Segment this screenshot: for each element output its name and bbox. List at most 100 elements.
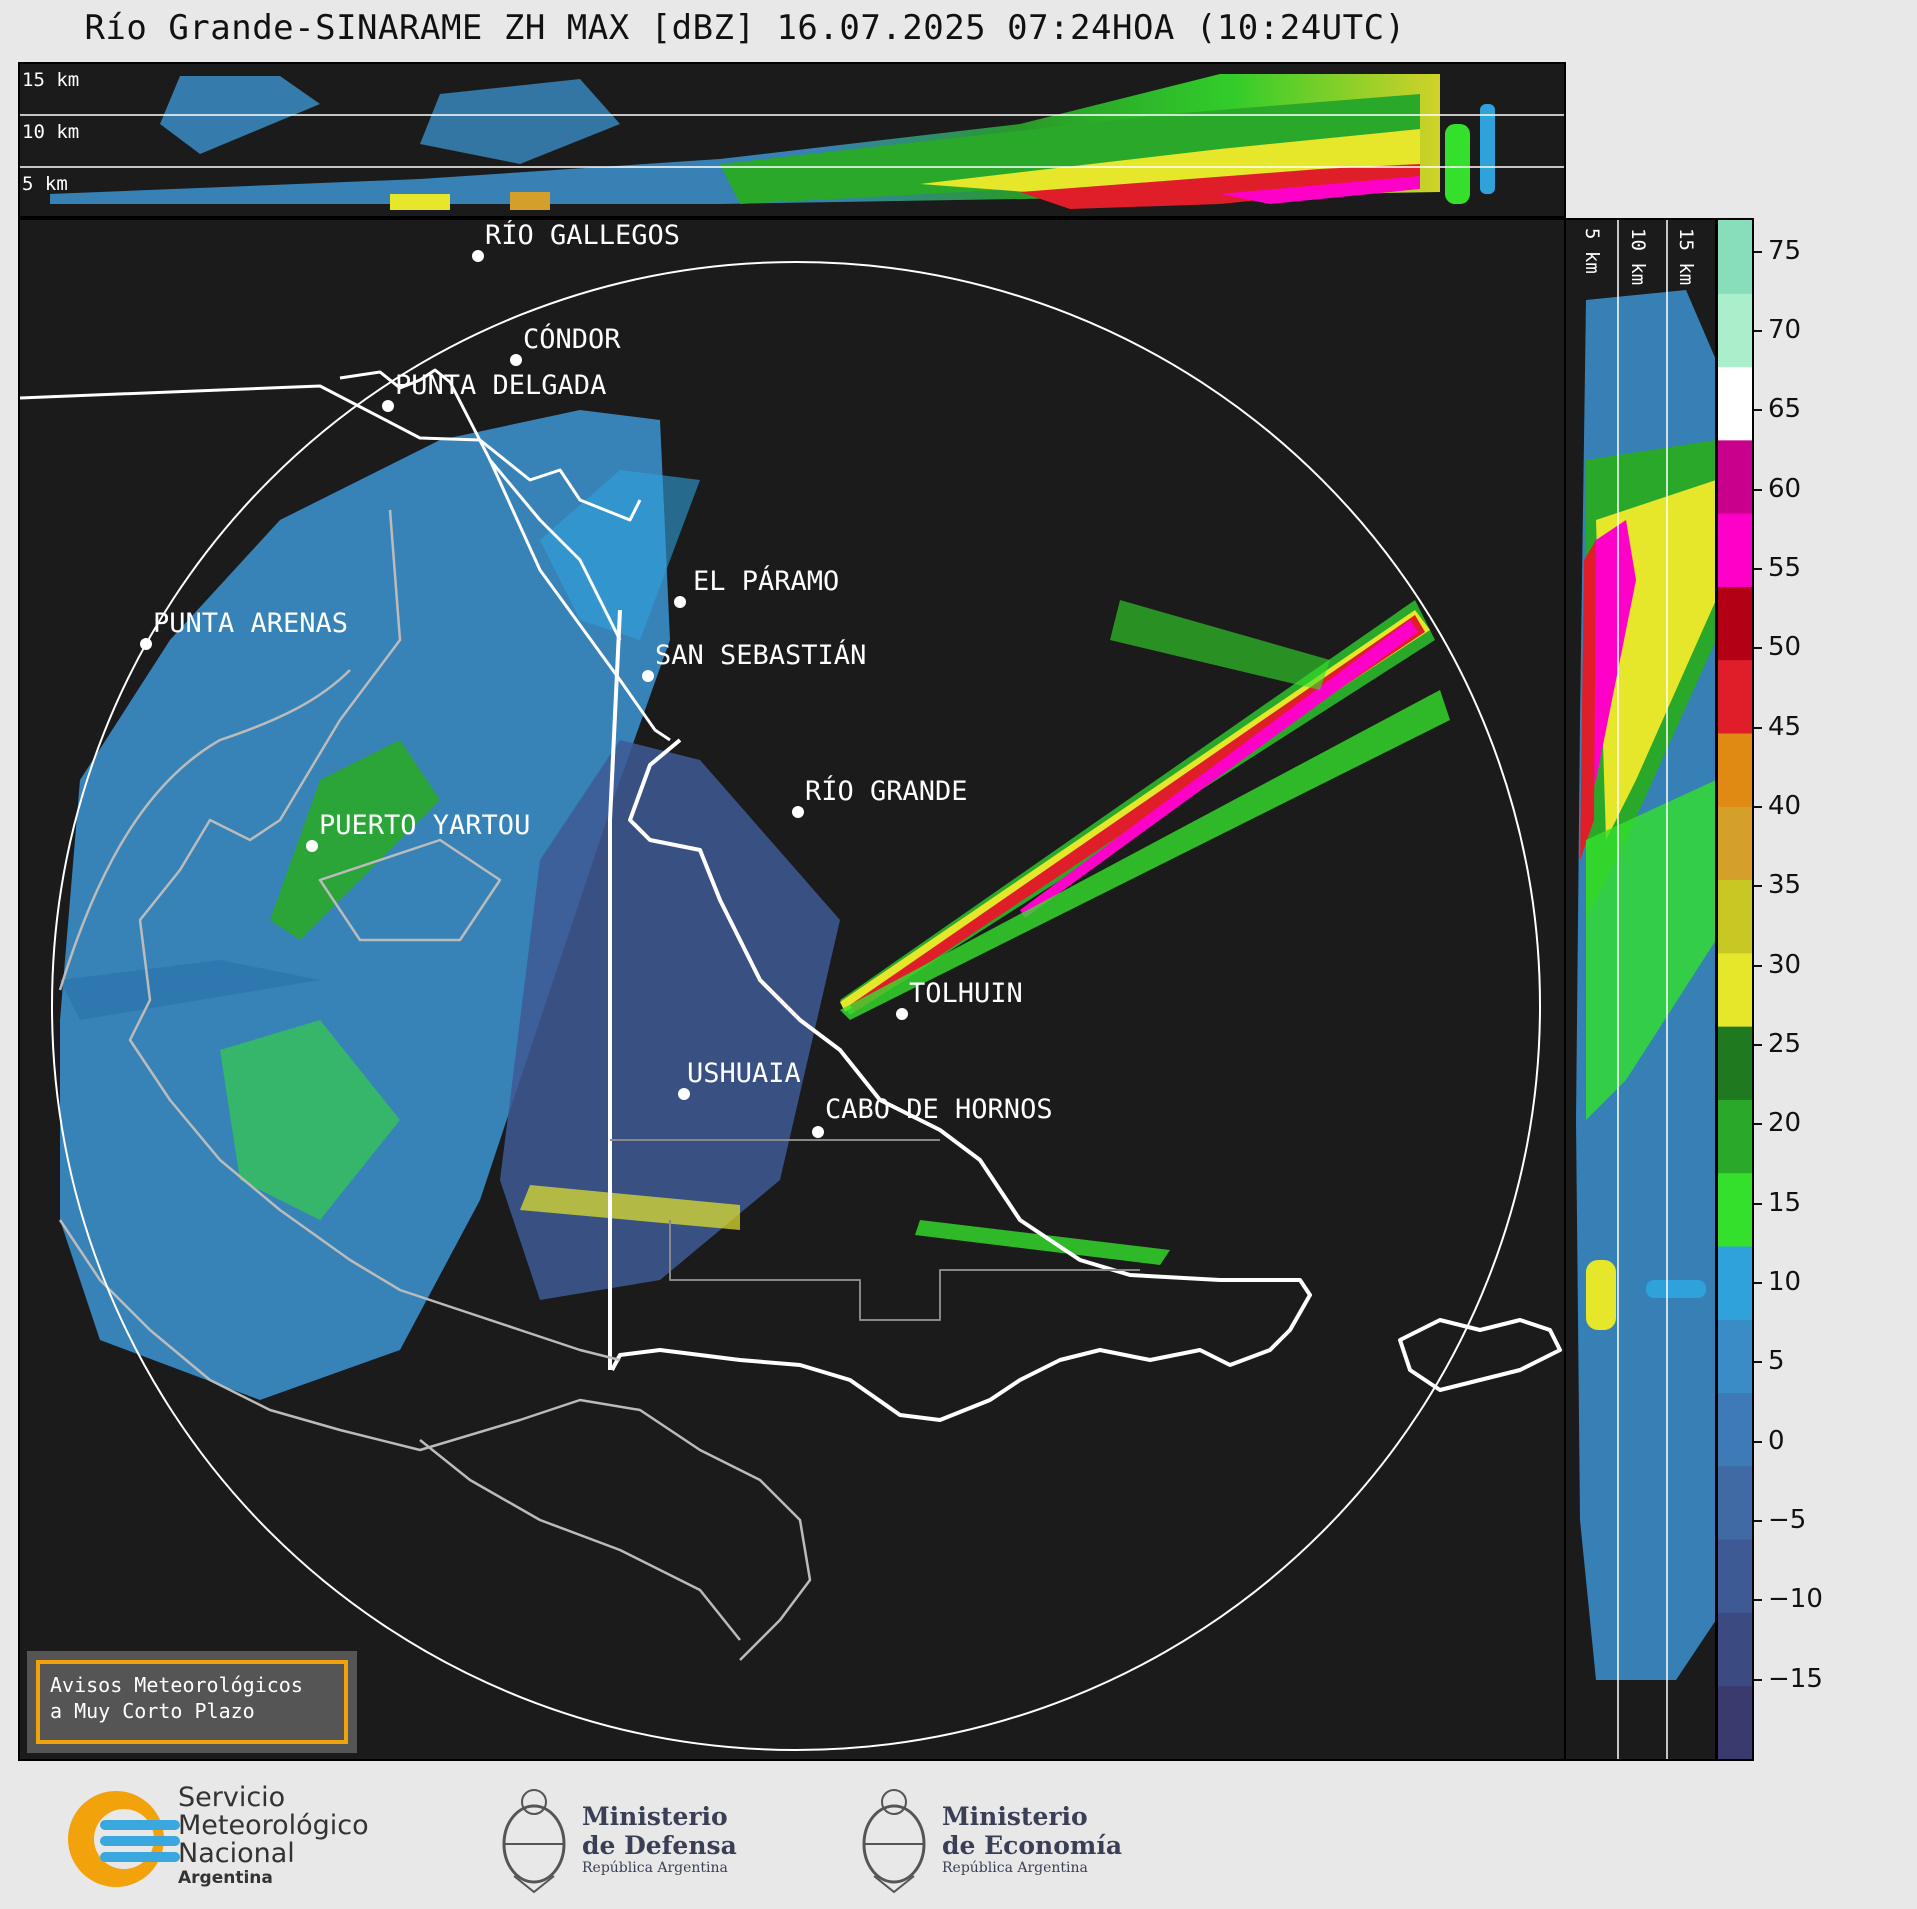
- colorbar-swatch: [1718, 1246, 1752, 1320]
- defensa-line-2: de Defensa: [582, 1831, 737, 1860]
- colorbar-tick: 20: [1753, 1108, 1801, 1138]
- defensa-emblem-icon: [502, 1789, 566, 1894]
- colorbar-tick-label: 55: [1768, 553, 1802, 584]
- colorbar-tick: −5: [1753, 1505, 1807, 1535]
- label-tolhuin: TOLHUIN: [909, 978, 1023, 1009]
- side-label-15km: 15 km: [1675, 228, 1697, 285]
- colorbar-tick-label: 40: [1768, 791, 1802, 822]
- marker-punta-arenas: [140, 638, 152, 650]
- colorbar-swatch: [1718, 1612, 1752, 1687]
- radar-map-panel: RÍO GALLEGOS CÓNDOR PUNTA DELGADA PUNTA …: [18, 218, 1566, 1761]
- colorbar-tick: 10: [1753, 1267, 1802, 1298]
- economia-line-1: Ministerio: [942, 1802, 1088, 1831]
- colorbar-tick: 30: [1753, 950, 1801, 980]
- colorbar-tick: 50: [1753, 632, 1802, 663]
- footer-logos: Servicio Meteorológico Nacional Argentin…: [0, 1770, 1917, 1909]
- dbz-colorbar-swatches: [1718, 220, 1752, 1759]
- marker-ushuaia: [678, 1088, 690, 1100]
- defensa-line-1: Ministerio: [582, 1802, 728, 1831]
- colorbar-tick-label: 25: [1768, 1029, 1802, 1060]
- map-title: Río Grande-SINARAME ZH MAX [dBZ] 16.07.2…: [84, 8, 1406, 48]
- colorbar-tick-label: 35: [1768, 870, 1802, 901]
- colorbar-swatch: [1718, 1685, 1752, 1759]
- colorbar-tick: 65: [1753, 394, 1802, 425]
- label-el-paramo: EL PÁRAMO: [693, 565, 839, 597]
- label-rio-gallegos: RÍO GALLEGOS: [485, 220, 680, 251]
- colorbar-swatch: [1718, 586, 1752, 661]
- label-san-sebastian: SAN SEBASTIÁN: [655, 639, 866, 671]
- colorbar-tick-label: 50: [1768, 632, 1802, 663]
- colorbar-swatch: [1718, 366, 1752, 441]
- colorbar-swatch: [1718, 293, 1752, 368]
- colorbar-swatch: [1718, 1539, 1752, 1613]
- colorbar-tick: 45: [1753, 711, 1802, 742]
- colorbar-tick-label: 65: [1768, 394, 1802, 425]
- notice-line-1: Avisos Meteorológicos: [50, 1673, 303, 1697]
- colorbar-tick: 75: [1753, 235, 1802, 266]
- economia-line-3: República Argentina: [942, 1860, 1088, 1876]
- colorbar-tick-label: 45: [1768, 711, 1802, 742]
- label-rio-grande: RÍO GRANDE: [805, 775, 968, 807]
- colorbar-tick-label: 60: [1768, 473, 1802, 504]
- coastlines: [20, 368, 1562, 1661]
- colorbar-swatch: [1718, 952, 1752, 1027]
- top-label-10km: 10 km: [22, 121, 79, 143]
- label-punta-delgada: PUNTA DELGADA: [395, 370, 606, 401]
- economia-emblem-icon: [862, 1789, 926, 1894]
- colorbar-tick: 35: [1753, 870, 1802, 901]
- range-ring: [51, 261, 1541, 1751]
- label-cabo-de-hornos: CABO DE HORNOS: [825, 1094, 1053, 1125]
- economia-line-2: de Economía: [942, 1831, 1123, 1860]
- marker-punta-delgada: [382, 400, 394, 412]
- colorbar-swatch: [1718, 1465, 1752, 1540]
- colorbar-tick: 60: [1753, 473, 1802, 504]
- notice-box-inner: Avisos Meteorológicos a Muy Corto Plazo: [36, 1660, 348, 1744]
- colorbar-tick: 40: [1753, 791, 1802, 822]
- defensa-line-3: República Argentina: [582, 1860, 728, 1876]
- radar-echoes: [60, 410, 1450, 1400]
- side-cross-section-panel: 5 km 10 km 15 km: [1564, 218, 1717, 1761]
- colorbar-tick-label: −15: [1768, 1663, 1823, 1694]
- colorbar-swatch: [1718, 733, 1752, 807]
- colorbar-swatch: [1718, 439, 1752, 514]
- side-label-5km: 5 km: [1581, 228, 1603, 274]
- colorbar-tick: 25: [1753, 1029, 1802, 1060]
- colorbar-tick-label: 70: [1768, 315, 1802, 346]
- marker-cabo-de-hornos: [812, 1126, 824, 1138]
- colorbar-tick: 0: [1754, 1425, 1785, 1456]
- side-cross-section-plot: 5 km 10 km 15 km: [1576, 220, 1715, 1759]
- colorbar-tick-label: 0: [1768, 1425, 1785, 1456]
- top-cross-section-panel: 15 km 10 km 5 km: [18, 62, 1566, 218]
- smn-line-1: Servicio: [178, 1782, 286, 1813]
- colorbar-tick-label: −5: [1768, 1505, 1807, 1535]
- smn-logo-text: Servicio Meteorológico Nacional Argentin…: [178, 1782, 369, 1889]
- smn-logo-icon: [68, 1791, 180, 1887]
- marker-tolhuin: [896, 1008, 908, 1020]
- colorbar-tick: −15: [1754, 1663, 1823, 1694]
- smn-line-4: Argentina: [178, 1868, 273, 1888]
- colorbar-swatch: [1718, 1099, 1752, 1174]
- colorbar-swatch: [1718, 1026, 1752, 1100]
- marker-rio-grande: [792, 806, 804, 818]
- dbz-colorbar: [1716, 218, 1754, 1761]
- colorbar-swatch: [1718, 1392, 1752, 1467]
- label-punta-arenas: PUNTA ARENAS: [153, 608, 348, 639]
- place-markers: RÍO GALLEGOS CÓNDOR PUNTA DELGADA PUNTA …: [140, 220, 1053, 1138]
- radar-map: RÍO GALLEGOS CÓNDOR PUNTA DELGADA PUNTA …: [20, 220, 1562, 1751]
- smn-line-2: Meteorológico: [178, 1810, 369, 1841]
- defensa-logo-text: Ministerio de Defensa República Argentin…: [582, 1802, 737, 1876]
- top-label-15km: 15 km: [22, 69, 79, 91]
- colorbar-tick: 55: [1753, 553, 1802, 584]
- colorbar-tick: −10: [1754, 1584, 1823, 1615]
- colorbar-swatch: [1718, 659, 1752, 734]
- colorbar-tick-label: −10: [1768, 1584, 1823, 1615]
- colorbar-swatch: [1718, 220, 1752, 294]
- marker-puerto-yartou: [306, 840, 318, 852]
- colorbar-tick-label: 75: [1768, 235, 1802, 266]
- colorbar-tick: 70: [1753, 315, 1802, 346]
- colorbar-tick-label: 10: [1768, 1267, 1802, 1298]
- top-cross-section-plot: 15 km 10 km 5 km: [20, 69, 1564, 210]
- top-label-5km: 5 km: [22, 173, 68, 195]
- colorbar-swatch: [1718, 806, 1752, 881]
- label-condor: CÓNDOR: [523, 323, 621, 355]
